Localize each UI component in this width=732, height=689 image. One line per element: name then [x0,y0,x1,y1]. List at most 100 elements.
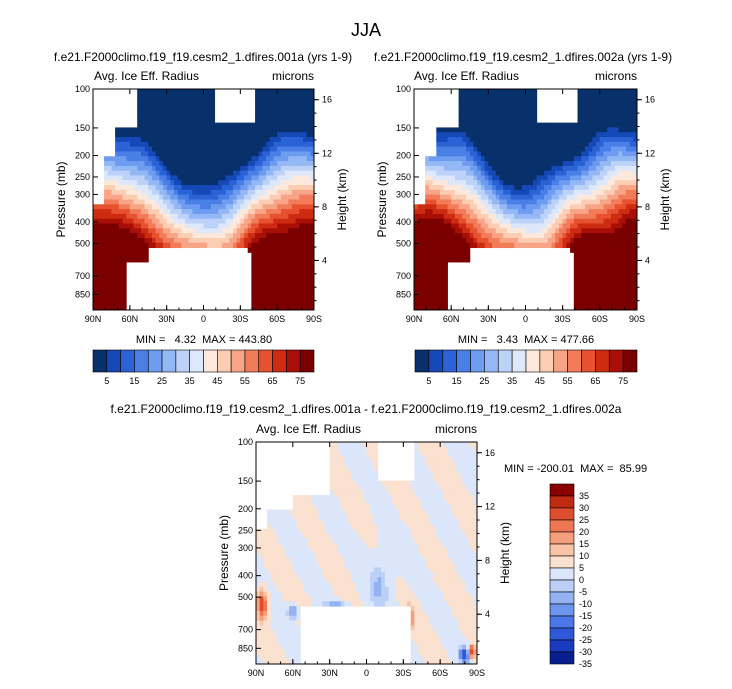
contour-cell [488,165,493,172]
contour-cell [558,141,564,148]
contour-cell [306,305,311,311]
contour-cell [473,127,478,133]
contour-cell [240,199,245,205]
contour-cell [181,113,186,119]
contour-cell [306,199,311,205]
contour-cell [451,442,456,448]
contour-cell [137,180,142,186]
contour-cell [232,218,238,225]
contour-cell [177,223,182,229]
contour-cell [506,213,512,220]
contour-cell [603,261,608,268]
contour-cell [484,127,489,133]
contour-cell [214,189,219,196]
contour-cell [518,113,523,119]
contour-cell [269,180,274,186]
contour-cell [454,242,460,249]
contour-cell [366,499,371,506]
contour-cell [366,446,371,453]
contour-cell [151,233,157,239]
contour-cell [596,295,601,301]
contour-cell [610,300,616,306]
contour-cell [451,209,456,215]
contour-cell [581,223,586,229]
contour-cell [436,485,441,491]
contour-cell [465,461,471,467]
contour-cell [421,456,426,462]
contour-cell [266,199,271,205]
contour-cell [495,237,500,244]
contour-cell [137,233,142,239]
contour-cell [177,228,182,234]
contour-cell [588,281,593,287]
contour-cell [418,461,423,467]
contour-cell [129,213,135,220]
contour-cell [126,223,131,229]
contour-cell [588,290,593,297]
contour-cell [225,233,230,239]
contour-cell [466,108,471,114]
contour-cell [443,247,448,253]
contour-cell [414,499,419,506]
contour-cell [218,165,223,172]
contour-cell [218,199,223,205]
contour-cell [288,276,293,282]
contour-cell [436,266,441,273]
contour-cell [540,209,545,215]
contour-cell [414,451,419,457]
contour-cell [622,122,627,128]
contour-cell [144,98,149,104]
contour-cell [540,213,545,220]
contour-cell [291,233,297,239]
contour-cell [140,113,146,119]
contour-cell [355,480,360,486]
contour-cell [344,470,349,477]
contour-cell [151,108,157,114]
contour-cell [199,242,204,249]
contour-cell [255,185,260,191]
contour-cell [284,93,289,100]
contour-cell [140,127,146,133]
contour-cell [570,194,575,200]
contour-cell [506,165,512,172]
contour-cell [388,485,393,491]
contour-cell [432,305,437,311]
contour-cell [629,285,634,292]
contour-cell [126,252,131,258]
contour-cell [518,103,523,109]
contour-cell [362,504,367,511]
contour-cell [499,137,504,143]
contour-cell [122,194,127,200]
contour-cell [329,509,334,515]
contour-cell [451,257,456,263]
contour-cell [454,137,460,143]
contour-cell [588,117,593,124]
contour-cell [269,285,274,292]
contour-cell [366,509,371,515]
contour-cell [614,141,619,148]
contour-cell [399,480,404,486]
contour-cell [111,285,116,292]
contour-cell [633,271,638,277]
contour-cell [421,475,426,482]
contour-cell [266,161,271,167]
contour-cell [447,156,452,162]
contour-cell [255,122,260,128]
contour-cell [273,305,278,311]
contour-cell [329,456,334,462]
contour-cell [418,499,423,506]
contour-cell [581,271,586,277]
contour-cell [280,117,286,124]
contour-cell [581,233,586,239]
contour-cell [622,295,627,301]
contour-cell [625,223,631,229]
contour-cell [573,180,579,186]
contour-cell [484,237,489,244]
contour-cell [306,146,311,152]
contour-cell [566,180,571,186]
contour-cell [473,189,478,196]
contour-cell [148,242,153,249]
contour-cell [284,185,289,191]
contour-cell [203,141,208,148]
contour-cell [614,185,619,191]
